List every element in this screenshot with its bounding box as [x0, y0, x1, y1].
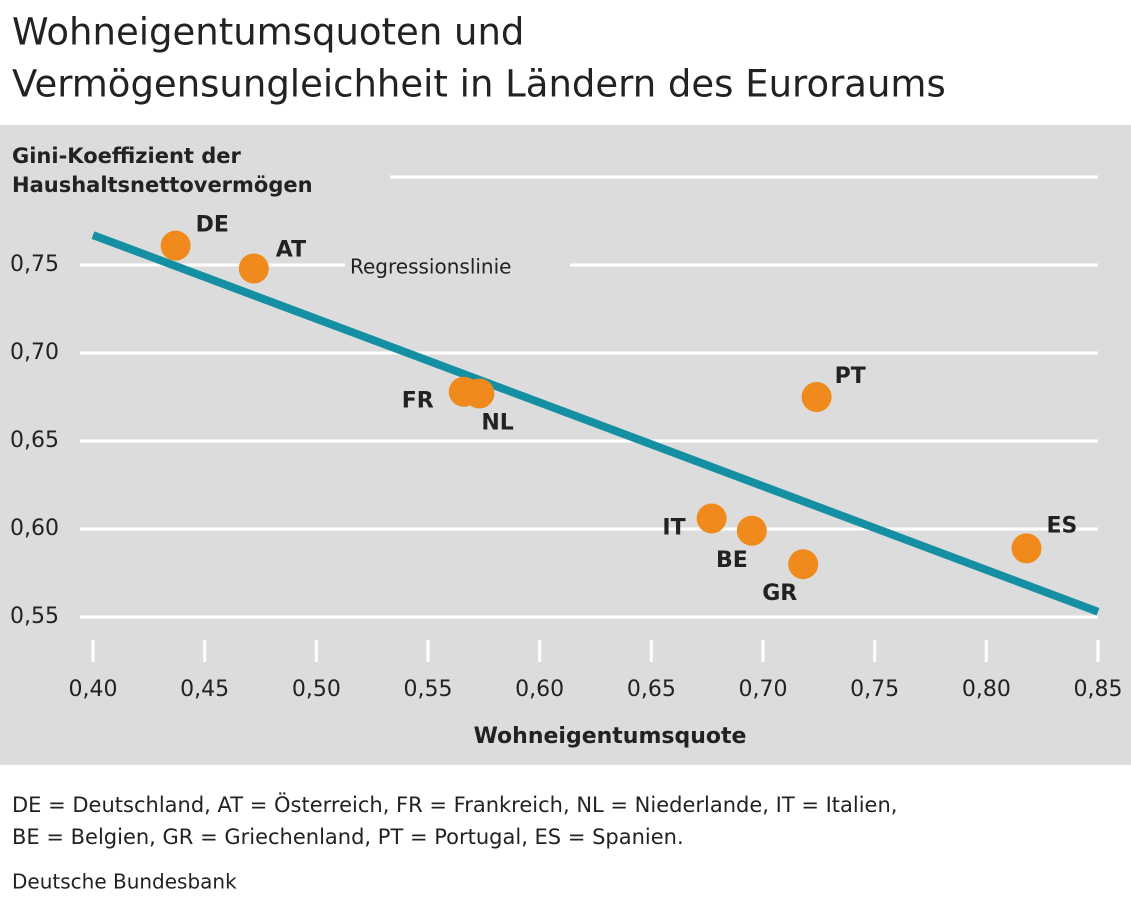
point: [238, 253, 269, 284]
point-label: PT: [835, 364, 866, 389]
point: [1011, 533, 1042, 564]
point-label: BE: [716, 548, 748, 573]
plot-background: [0, 125, 1131, 765]
x-tick-label: 0,60: [515, 677, 564, 702]
source: Deutsche Bundesbank: [12, 870, 237, 894]
point-label: DE: [196, 213, 229, 238]
y-axis-label: Gini-Koeffizient der: [12, 144, 242, 168]
x-tick-label: 0,50: [292, 677, 341, 702]
point-label: GR: [762, 581, 797, 606]
footnote: BE = Belgien, GR = Griechenland, PT = Po…: [12, 825, 684, 849]
chart-title: Vermögensungleichheit in Ländern des Eur…: [12, 63, 946, 106]
y-tick-label: 0,70: [10, 340, 59, 365]
point-label: IT: [662, 515, 685, 540]
x-axis-label: Wohneigentumsquote: [474, 724, 747, 749]
point: [801, 382, 832, 412]
x-tick-label: 0,55: [404, 677, 453, 702]
point-label: NL: [481, 410, 513, 435]
x-tick-label: 0,75: [850, 677, 899, 702]
regression-line: [91, 231, 1100, 616]
y-tick-label: 0,60: [10, 516, 59, 541]
y-axis-label: Haushaltsnettovermögen: [12, 173, 313, 197]
point: [464, 378, 495, 409]
x-tick-label: 0,80: [962, 677, 1011, 702]
y-tick-label: 0,75: [10, 252, 59, 277]
x-tick-label: 0,65: [627, 677, 676, 702]
y-tick-label: 0,65: [10, 428, 59, 453]
footnote: DE = Deutschland, AT = Österreich, FR = …: [12, 792, 897, 817]
label-background: [345, 253, 570, 281]
y-tick-label: 0,55: [10, 604, 59, 629]
point-label: AT: [276, 238, 306, 263]
point: [736, 515, 767, 546]
x-tick-label: 0,45: [180, 677, 229, 702]
point: [160, 230, 191, 261]
regression-label: Regressionslinie: [350, 255, 511, 279]
x-tick-label: 0,70: [739, 677, 788, 702]
point: [696, 503, 727, 534]
point-label: ES: [1047, 513, 1078, 538]
point: [788, 549, 819, 580]
x-tick-label: 0,85: [1074, 677, 1123, 702]
point-label: FR: [402, 389, 434, 414]
chart-title: Wohneigentumsquoten und: [12, 11, 524, 54]
x-tick-label: 0,40: [69, 677, 118, 702]
